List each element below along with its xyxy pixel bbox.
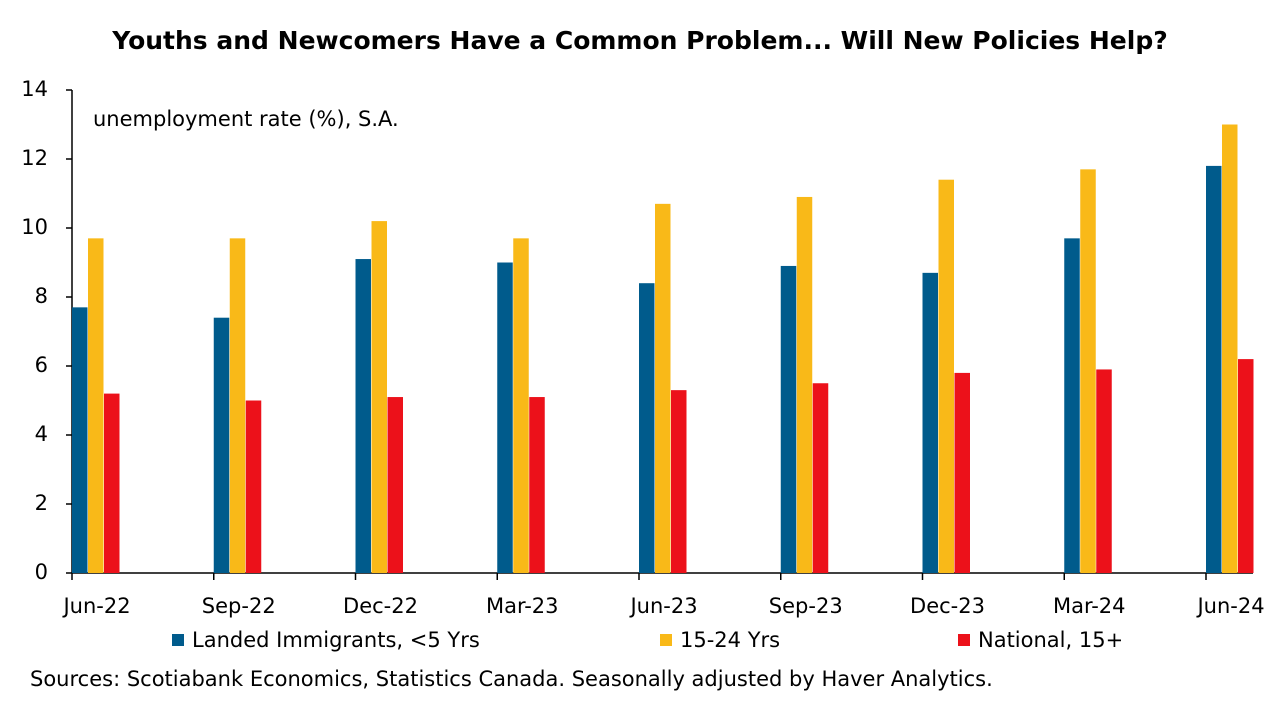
bar	[104, 393, 120, 573]
bar	[796, 196, 813, 573]
bar	[387, 397, 403, 573]
bar	[954, 372, 970, 573]
bar	[529, 397, 545, 573]
y-tick-label: 10	[21, 215, 48, 239]
x-tick-label: Mar-23	[486, 594, 559, 618]
bar	[1064, 238, 1080, 573]
legend-label: Landed Immigrants, <5 Yrs	[192, 628, 480, 652]
x-tick-label: Jun-22	[61, 594, 130, 618]
x-tick-label: Jun-24	[1195, 594, 1264, 618]
bar	[245, 400, 262, 573]
x-tick-label: Dec-23	[910, 594, 985, 618]
legend-label: 15-24 Yrs	[680, 628, 780, 652]
x-tick-label: Mar-24	[1053, 594, 1126, 618]
x-tick-label: Jun-23	[628, 594, 697, 618]
bar	[1080, 169, 1096, 573]
bar	[1096, 369, 1112, 573]
bar	[812, 383, 829, 573]
bar	[780, 265, 797, 573]
bar	[513, 238, 529, 573]
y-tick-label: 8	[35, 284, 48, 308]
bar	[213, 317, 230, 573]
bar	[1238, 359, 1254, 573]
y-tick-label: 0	[35, 560, 48, 584]
bar	[229, 238, 246, 573]
y-tick-label: 2	[35, 491, 48, 515]
bar	[1206, 165, 1222, 573]
legend-swatch	[172, 634, 184, 646]
y-tick-label: 12	[21, 146, 48, 170]
legend-swatch	[958, 634, 970, 646]
y-tick-label: 4	[35, 422, 48, 446]
x-tick-label: Sep-23	[769, 594, 843, 618]
bar	[371, 221, 387, 573]
bar	[72, 307, 88, 573]
bar	[497, 262, 513, 573]
y-tick-label: 6	[35, 353, 48, 377]
axis-annotation: unemployment rate (%), S.A.	[93, 107, 399, 131]
bar	[355, 259, 371, 573]
x-tick-label: Sep-22	[202, 594, 276, 618]
bar	[938, 179, 954, 573]
y-tick-label: 14	[21, 77, 48, 101]
source-note: Sources: Scotiabank Economics, Statistic…	[30, 667, 993, 691]
x-tick-label: Dec-22	[343, 594, 418, 618]
legend-label: National, 15+	[978, 628, 1123, 652]
chart-title: Youths and Newcomers Have a Common Probl…	[111, 26, 1167, 55]
bar	[671, 390, 687, 573]
bar	[655, 203, 671, 573]
legend-swatch	[660, 634, 672, 646]
bar	[88, 238, 104, 573]
bar	[639, 283, 655, 573]
bar	[922, 272, 938, 573]
bar	[1222, 124, 1238, 573]
